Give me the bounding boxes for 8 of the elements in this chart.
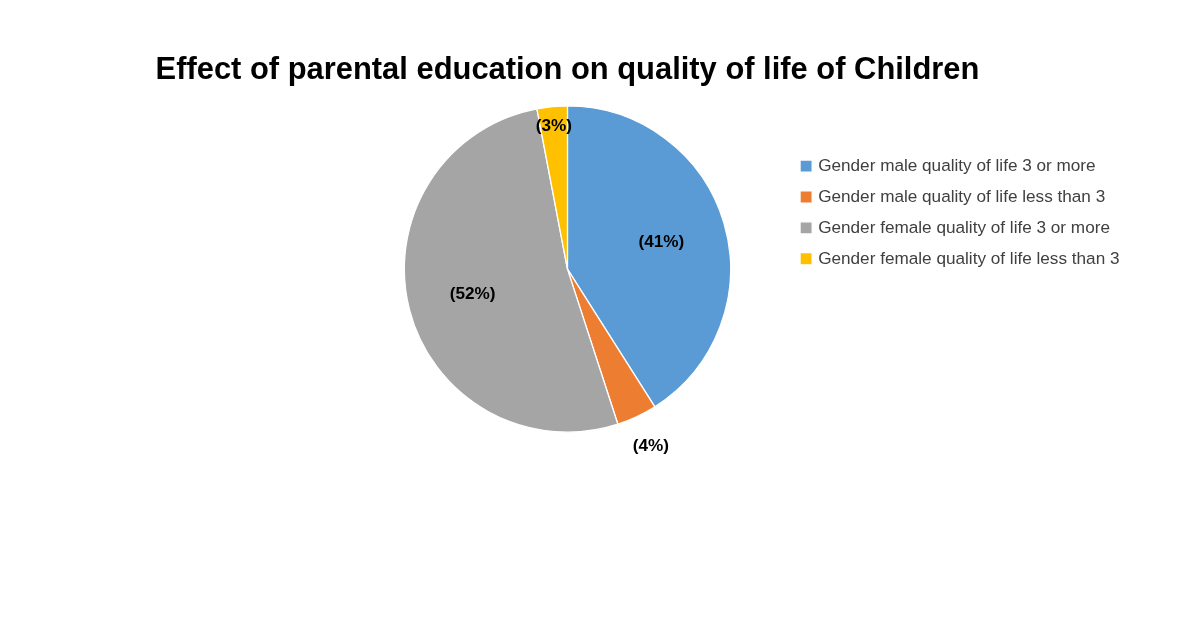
legend-label: Gender female quality of life less than 3: [818, 247, 1120, 268]
legend-label: Gender male quality of life less than 3: [818, 186, 1106, 207]
legend-label: Gender male quality of life 3 or more: [818, 155, 1096, 176]
data-label: (4%): [632, 435, 669, 456]
chart-title: Effect of parental education on quality of life of Children: [155, 51, 980, 87]
data-label: (41%): [638, 230, 685, 251]
legend-label: Gender female quality of life 3 or more: [818, 217, 1110, 238]
data-label: (52%): [449, 282, 496, 303]
